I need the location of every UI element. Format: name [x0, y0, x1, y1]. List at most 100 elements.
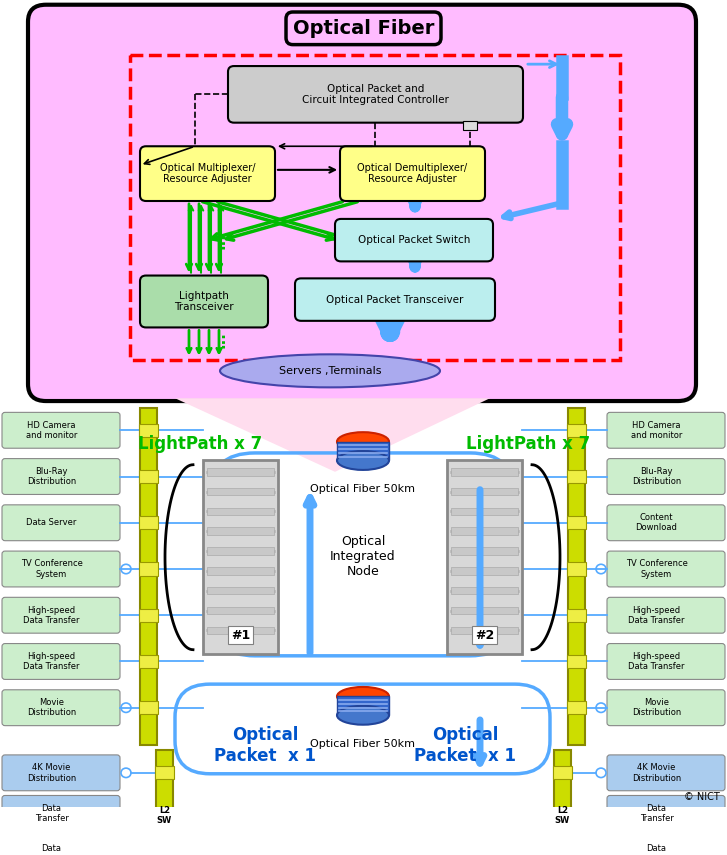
Text: ...: ... [212, 331, 228, 348]
Bar [207, 627, 274, 634]
Text: Servers ,Terminals: Servers ,Terminals [278, 366, 381, 376]
Text: HD Camera
and monitor: HD Camera and monitor [631, 421, 682, 440]
Text: Blu-Ray
Distribution: Blu-Ray Distribution [632, 467, 681, 486]
Bar [568, 408, 585, 746]
Text: High-speed
Data Transfer: High-speed Data Transfer [628, 652, 685, 671]
Ellipse shape [337, 706, 389, 725]
FancyBboxPatch shape [607, 755, 725, 791]
FancyBboxPatch shape [2, 504, 120, 540]
Bar [567, 516, 586, 529]
FancyBboxPatch shape [340, 146, 485, 201]
Text: Optical Fiber 50km: Optical Fiber 50km [310, 739, 416, 749]
Bar [567, 655, 586, 668]
FancyBboxPatch shape [607, 795, 725, 831]
Text: Optical
Integrated
Node: Optical Integrated Node [330, 535, 395, 578]
Bar [451, 587, 518, 594]
FancyBboxPatch shape [28, 5, 696, 401]
Polygon shape [175, 398, 490, 472]
Text: Optical Packet Transceiver: Optical Packet Transceiver [326, 295, 464, 304]
FancyBboxPatch shape [2, 795, 120, 831]
Text: ...: ... [212, 233, 228, 249]
FancyBboxPatch shape [607, 551, 725, 587]
Bar [155, 847, 174, 855]
Text: Movie
Distribution: Movie Distribution [632, 698, 681, 717]
Text: Optical
Packet  x 1: Optical Packet x 1 [414, 726, 516, 765]
FancyBboxPatch shape [2, 598, 120, 634]
FancyBboxPatch shape [2, 412, 120, 448]
Text: LightPath x 7: LightPath x 7 [466, 434, 590, 452]
Bar [451, 567, 518, 575]
Text: Data
Transfer: Data Transfer [640, 844, 673, 855]
Bar [207, 528, 274, 535]
FancyBboxPatch shape [607, 690, 725, 726]
Text: Data
Transfer: Data Transfer [640, 804, 673, 823]
Text: 4K Movie
Distribution: 4K Movie Distribution [27, 764, 76, 782]
Bar [554, 750, 571, 855]
Text: Optical
Packet  x 1: Optical Packet x 1 [214, 726, 316, 765]
Ellipse shape [337, 432, 389, 451]
Text: L2
SW: L2 SW [157, 806, 172, 825]
Bar [207, 587, 274, 594]
Bar [451, 547, 518, 555]
Text: #2: #2 [475, 628, 494, 641]
Text: Data
Transfer: Data Transfer [35, 844, 68, 855]
Bar [140, 408, 157, 746]
FancyBboxPatch shape [2, 644, 120, 680]
FancyBboxPatch shape [2, 690, 120, 726]
Ellipse shape [337, 451, 389, 470]
Text: Optical Fiber: Optical Fiber [293, 19, 434, 38]
Text: 4K Movie
Distribution: 4K Movie Distribution [632, 764, 681, 782]
Bar [130, 55, 620, 359]
Ellipse shape [220, 354, 440, 387]
Text: Optical Multiplexer/
Resource Adjuster: Optical Multiplexer/ Resource Adjuster [160, 162, 255, 185]
Bar [156, 750, 173, 855]
FancyBboxPatch shape [295, 279, 495, 321]
Bar [451, 468, 518, 475]
Bar [451, 508, 518, 516]
Text: Lightpath
Transceiver: Lightpath Transceiver [174, 291, 234, 312]
Bar [207, 488, 274, 495]
Text: Blu-Ray
Distribution: Blu-Ray Distribution [27, 467, 76, 486]
Bar [207, 607, 274, 614]
Bar [139, 655, 158, 668]
Text: HD Camera
and monitor: HD Camera and monitor [26, 421, 77, 440]
FancyBboxPatch shape [607, 598, 725, 634]
Text: Optical Fiber 50km: Optical Fiber 50km [310, 484, 416, 494]
FancyBboxPatch shape [607, 504, 725, 540]
Bar [337, 696, 389, 716]
Bar [451, 607, 518, 614]
FancyBboxPatch shape [140, 275, 268, 327]
Bar [447, 461, 522, 654]
Text: LightPath x 7: LightPath x 7 [138, 434, 262, 452]
Bar [155, 807, 174, 820]
Text: Optical Packet and
Circuit Integrated Controller: Optical Packet and Circuit Integrated Co… [302, 84, 449, 105]
Text: High-speed
Data Transfer: High-speed Data Transfer [23, 652, 80, 671]
Text: Optical Packet Switch: Optical Packet Switch [358, 235, 470, 245]
FancyBboxPatch shape [228, 66, 523, 122]
FancyBboxPatch shape [335, 219, 493, 262]
Bar [155, 766, 174, 780]
Bar [207, 547, 274, 555]
Bar [451, 528, 518, 535]
Bar [451, 627, 518, 634]
FancyBboxPatch shape [2, 755, 120, 791]
Bar [139, 424, 158, 437]
FancyBboxPatch shape [2, 551, 120, 587]
Bar [451, 488, 518, 495]
Bar [203, 461, 278, 654]
Text: High-speed
Data Transfer: High-speed Data Transfer [23, 605, 80, 625]
Text: Movie
Distribution: Movie Distribution [27, 698, 76, 717]
Bar [567, 701, 586, 714]
Bar [207, 468, 274, 475]
Bar [207, 508, 274, 516]
Bar [567, 470, 586, 483]
Text: TV Conference
System: TV Conference System [20, 559, 82, 579]
Bar [139, 701, 158, 714]
Bar [567, 424, 586, 437]
FancyBboxPatch shape [2, 458, 120, 494]
FancyBboxPatch shape [140, 146, 275, 201]
Bar [553, 847, 572, 855]
Bar [553, 766, 572, 780]
Bar [139, 609, 158, 622]
FancyBboxPatch shape [607, 836, 725, 855]
